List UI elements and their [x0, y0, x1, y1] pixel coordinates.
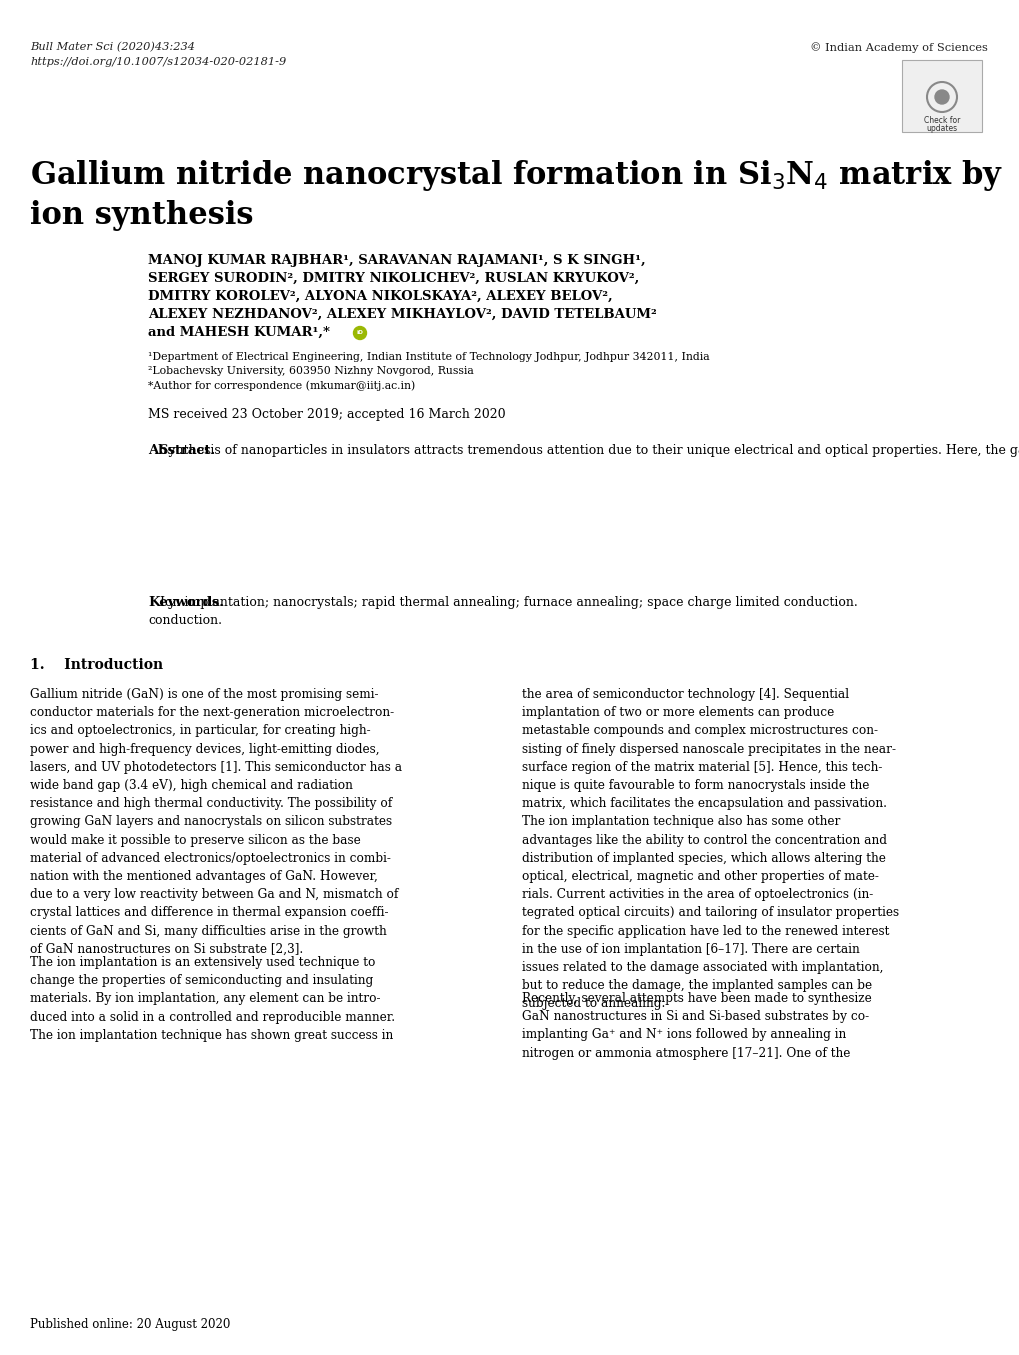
Text: Keywords.: Keywords.	[148, 596, 224, 608]
Text: ion synthesis: ion synthesis	[30, 201, 254, 230]
Text: 1.    Introduction: 1. Introduction	[30, 659, 163, 672]
Circle shape	[354, 327, 366, 340]
Text: Gallium nitride (GaN) is one of the most promising semi-
conductor materials for: Gallium nitride (GaN) is one of the most…	[30, 688, 401, 955]
Text: https://doi.org/10.1007/s12034-020-02181-9: https://doi.org/10.1007/s12034-020-02181…	[30, 57, 286, 66]
Text: Gallium nitride nanocrystal formation in Si$_3$N$_4$ matrix by: Gallium nitride nanocrystal formation in…	[30, 159, 1003, 192]
Text: Check for: Check for	[923, 117, 959, 125]
Text: Synthesis of nanoparticles in insulators attracts tremendous attention due to th: Synthesis of nanoparticles in insulators…	[148, 444, 1019, 457]
Text: Published online: 20 August 2020: Published online: 20 August 2020	[30, 1318, 230, 1331]
Bar	[901, 60, 981, 131]
Circle shape	[934, 89, 948, 104]
Text: ²Lobachevsky University, 603950 Nizhny Novgorod, Russia: ²Lobachevsky University, 603950 Nizhny N…	[148, 366, 473, 375]
Text: SERGEY SURODIN², DMITRY NIKOLICHEV², RUSLAN KRYUKOV²,: SERGEY SURODIN², DMITRY NIKOLICHEV², RUS…	[148, 272, 639, 285]
Text: Recently, several attempts have been made to synthesize
GaN nanostructures in Si: Recently, several attempts have been mad…	[522, 992, 871, 1060]
Text: the area of semiconductor technology [4]. Sequential
implantation of two or more: the area of semiconductor technology [4]…	[522, 688, 898, 1011]
Text: © Indian Academy of Sciences: © Indian Academy of Sciences	[809, 42, 987, 53]
Text: DMITRY KOROLEV², ALYONA NIKOLSKAYA², ALEXEY BELOV²,: DMITRY KOROLEV², ALYONA NIKOLSKAYA², ALE…	[148, 290, 612, 304]
Text: MANOJ KUMAR RAJBHAR¹, SARAVANAN RAJAMANI¹, S K SINGH¹,: MANOJ KUMAR RAJBHAR¹, SARAVANAN RAJAMANI…	[148, 253, 645, 267]
Text: Abstract.: Abstract.	[148, 444, 215, 457]
Text: ¹Department of Electrical Engineering, Indian Institute of Technology Jodhpur, J: ¹Department of Electrical Engineering, I…	[148, 352, 709, 362]
Text: and MAHESH KUMAR¹,*: and MAHESH KUMAR¹,*	[148, 327, 330, 339]
Text: The ion implantation is an extensively used technique to
change the properties o: The ion implantation is an extensively u…	[30, 957, 394, 1042]
Text: *Author for correspondence (mkumar@iitj.ac.in): *Author for correspondence (mkumar@iitj.…	[148, 379, 415, 390]
Text: updates: updates	[925, 125, 957, 133]
Text: ALEXEY NEZHDANOV², ALEXEY MIKHAYLOV², DAVID TETELBAUM²: ALEXEY NEZHDANOV², ALEXEY MIKHAYLOV², DA…	[148, 308, 656, 321]
Text: MS received 23 October 2019; accepted 16 March 2020: MS received 23 October 2019; accepted 16…	[148, 408, 505, 421]
Text: Bull Mater Sci (2020)43:234: Bull Mater Sci (2020)43:234	[30, 42, 195, 53]
Text: iD: iD	[357, 331, 363, 336]
Text: Ion implantation; nanocrystals; rapid thermal annealing; furnace annealing; spac: Ion implantation; nanocrystals; rapid th…	[148, 596, 857, 627]
